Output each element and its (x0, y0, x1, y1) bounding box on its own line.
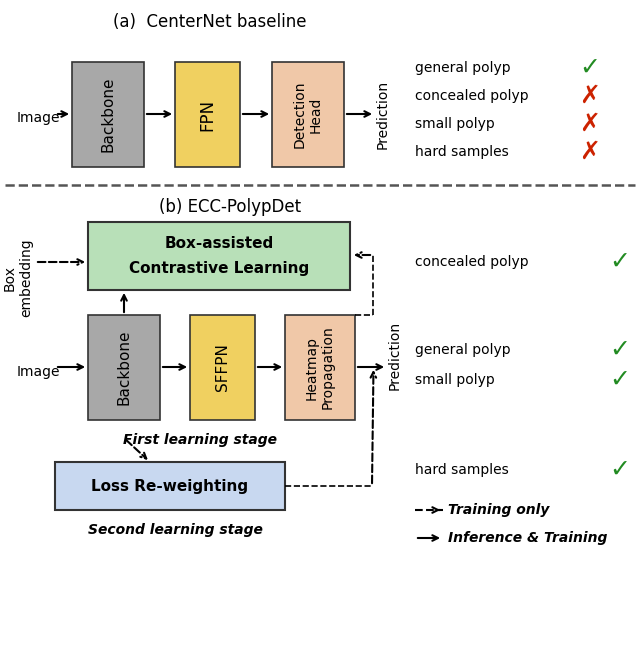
Text: Loss Re-weighting: Loss Re-weighting (92, 478, 248, 494)
FancyBboxPatch shape (190, 315, 255, 420)
Text: general polyp: general polyp (415, 61, 511, 75)
Text: Box
embedding: Box embedding (3, 239, 33, 318)
Text: Prediction: Prediction (376, 80, 390, 148)
Text: general polyp: general polyp (415, 343, 511, 357)
Text: ✓: ✓ (609, 458, 630, 482)
Text: ✗: ✗ (579, 112, 600, 136)
Text: ✓: ✓ (609, 250, 630, 274)
Text: (a)  CenterNet baseline: (a) CenterNet baseline (113, 13, 307, 31)
Text: Second learning stage: Second learning stage (88, 523, 262, 537)
Text: ✓: ✓ (609, 368, 630, 392)
Text: First learning stage: First learning stage (123, 433, 277, 447)
Text: small polyp: small polyp (415, 373, 495, 387)
FancyBboxPatch shape (88, 315, 160, 420)
FancyBboxPatch shape (88, 222, 350, 290)
FancyBboxPatch shape (285, 315, 355, 420)
Text: hard samples: hard samples (415, 463, 509, 477)
Text: FPN: FPN (198, 98, 216, 130)
Text: hard samples: hard samples (415, 145, 509, 159)
Text: Box-assisted: Box-assisted (164, 237, 274, 252)
FancyBboxPatch shape (272, 62, 344, 167)
Text: Detection
Head: Detection Head (293, 81, 323, 148)
Text: ✓: ✓ (609, 338, 630, 362)
Text: Contrastive Learning: Contrastive Learning (129, 260, 309, 275)
Text: Backbone: Backbone (100, 76, 115, 152)
Text: Image: Image (16, 365, 60, 379)
Text: Inference & Training: Inference & Training (448, 531, 607, 545)
Text: Image: Image (16, 111, 60, 125)
Text: Training only: Training only (448, 503, 549, 517)
Text: concealed polyp: concealed polyp (415, 255, 529, 269)
Text: ✗: ✗ (579, 84, 600, 108)
Text: (b) ECC-PolypDet: (b) ECC-PolypDet (159, 198, 301, 216)
FancyBboxPatch shape (55, 462, 285, 510)
Text: Prediction: Prediction (388, 320, 402, 389)
Text: Backbone: Backbone (116, 330, 131, 405)
Text: Heatmap
Propagation: Heatmap Propagation (305, 326, 335, 409)
Text: ✗: ✗ (579, 140, 600, 164)
Text: ✓: ✓ (579, 56, 600, 80)
FancyBboxPatch shape (72, 62, 144, 167)
Text: SFFPN: SFFPN (215, 343, 230, 391)
Text: concealed polyp: concealed polyp (415, 89, 529, 103)
FancyBboxPatch shape (175, 62, 240, 167)
Text: small polyp: small polyp (415, 117, 495, 131)
